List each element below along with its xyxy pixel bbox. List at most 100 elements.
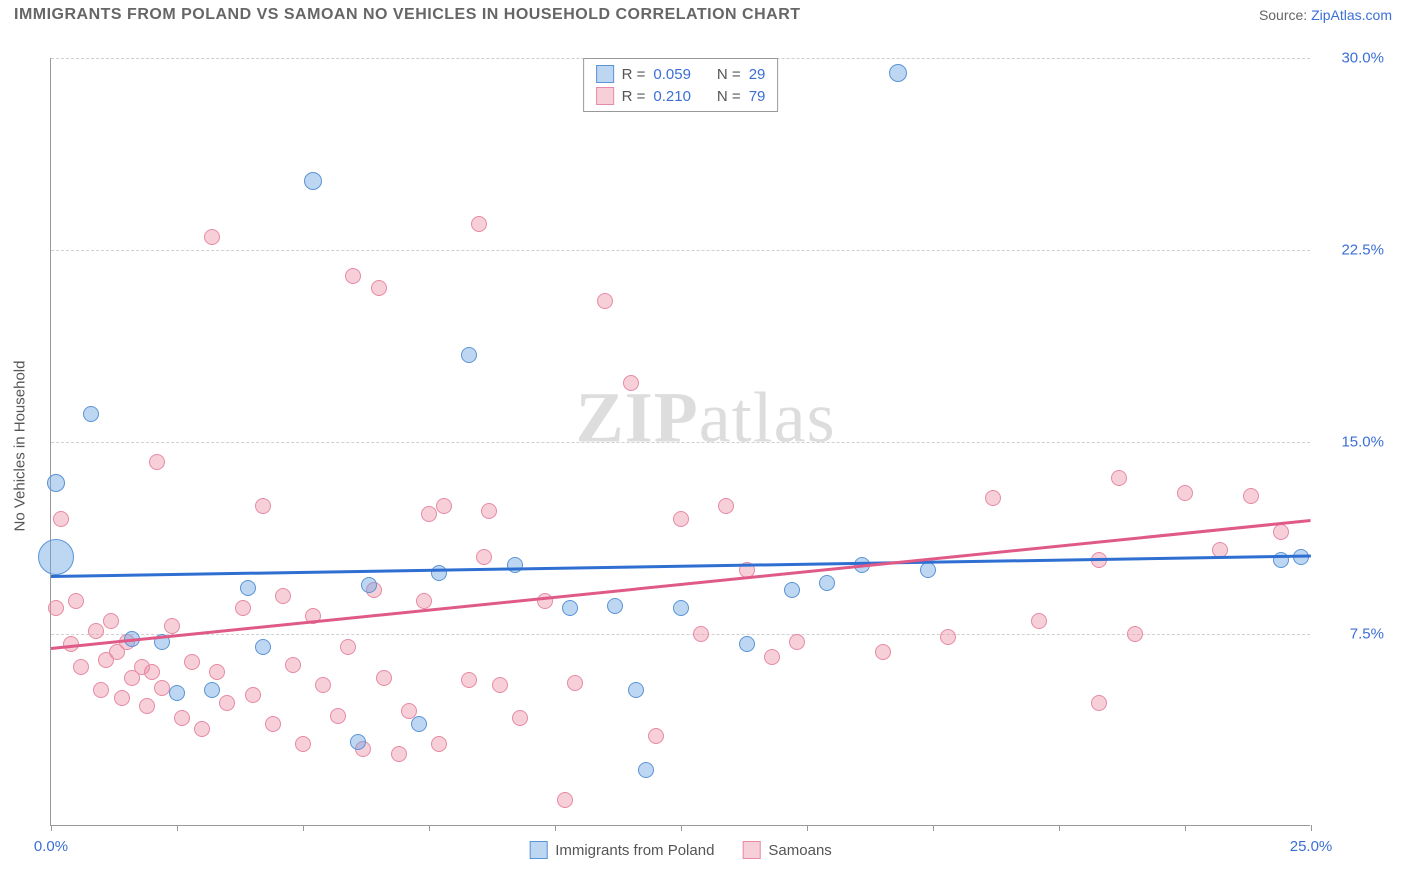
data-point (340, 639, 356, 655)
data-point (194, 721, 210, 737)
data-point (1177, 485, 1193, 501)
y-tick-label: 22.5% (1341, 242, 1384, 259)
data-point (507, 557, 523, 573)
data-point (920, 562, 936, 578)
data-point (597, 293, 613, 309)
swatch-poland-icon (596, 65, 614, 83)
n-label: N = (717, 66, 741, 83)
chart-title: IMMIGRANTS FROM POLAND VS SAMOAN NO VEHI… (14, 6, 801, 24)
data-point (718, 498, 734, 514)
data-point (245, 687, 261, 703)
x-tick (933, 825, 934, 831)
data-point (431, 736, 447, 752)
data-point (628, 682, 644, 698)
data-point (431, 565, 447, 581)
data-point (48, 600, 64, 616)
data-point (376, 670, 392, 686)
gridline (51, 250, 1310, 251)
y-tick-label: 7.5% (1350, 626, 1384, 643)
data-point (114, 690, 130, 706)
data-point (88, 623, 104, 639)
r-label: R = (622, 88, 646, 105)
x-tick (303, 825, 304, 831)
data-point (557, 792, 573, 808)
scatter-chart: ZIPatlas R = 0.059 N = 29 R = 0.210 N = … (50, 58, 1310, 826)
data-point (47, 474, 65, 492)
data-point (219, 695, 235, 711)
n-value-samoans: 79 (749, 88, 766, 105)
data-point (985, 490, 1001, 506)
data-point (693, 626, 709, 642)
r-value-samoans: 0.210 (653, 88, 691, 105)
data-point (73, 659, 89, 675)
data-point (315, 677, 331, 693)
x-tick (1185, 825, 1186, 831)
y-tick-label: 30.0% (1341, 50, 1384, 67)
data-point (784, 582, 800, 598)
gridline (51, 634, 1310, 635)
data-point (416, 593, 432, 609)
data-point (623, 375, 639, 391)
swatch-poland-icon (529, 841, 547, 859)
data-point (154, 680, 170, 696)
swatch-samoans-icon (596, 87, 614, 105)
data-point (265, 716, 281, 732)
data-point (240, 580, 256, 596)
r-label: R = (622, 66, 646, 83)
data-point (275, 588, 291, 604)
data-point (139, 698, 155, 714)
data-point (350, 734, 366, 750)
data-point (1127, 626, 1143, 642)
watermark: ZIPatlas (576, 377, 836, 460)
legend-label-samoans: Samoans (768, 842, 831, 859)
data-point (673, 511, 689, 527)
source-link[interactable]: ZipAtlas.com (1311, 7, 1392, 23)
data-point (235, 600, 251, 616)
legend-correlation: R = 0.059 N = 29 R = 0.210 N = 79 (583, 58, 779, 112)
x-tick (1311, 825, 1312, 831)
r-value-poland: 0.059 (653, 66, 691, 83)
data-point (255, 639, 271, 655)
data-point (295, 736, 311, 752)
data-point (345, 268, 361, 284)
data-point (481, 503, 497, 519)
y-tick-label: 15.0% (1341, 434, 1384, 451)
data-point (421, 506, 437, 522)
data-point (492, 677, 508, 693)
data-point (53, 511, 69, 527)
legend-item-poland: Immigrants from Poland (529, 841, 714, 859)
x-tick (429, 825, 430, 831)
data-point (562, 600, 578, 616)
trend-line (51, 555, 1311, 578)
data-point (638, 762, 654, 778)
data-point (330, 708, 346, 724)
y-axis-title: No Vehicles in Household (12, 361, 29, 532)
data-point (169, 685, 185, 701)
data-point (512, 710, 528, 726)
data-point (471, 216, 487, 232)
data-point (149, 454, 165, 470)
data-point (103, 613, 119, 629)
data-point (476, 549, 492, 565)
x-tick (177, 825, 178, 831)
x-tick (555, 825, 556, 831)
data-point (164, 618, 180, 634)
legend-row-samoans: R = 0.210 N = 79 (596, 85, 766, 107)
data-point (739, 636, 755, 652)
data-point (764, 649, 780, 665)
source-prefix: Source: (1259, 7, 1311, 23)
data-point (204, 229, 220, 245)
data-point (1243, 488, 1259, 504)
n-value-poland: 29 (749, 66, 766, 83)
data-point (889, 64, 907, 82)
data-point (648, 728, 664, 744)
data-point (1273, 524, 1289, 540)
x-tick (681, 825, 682, 831)
data-point (875, 644, 891, 660)
x-tick-label: 0.0% (34, 838, 68, 855)
data-point (391, 746, 407, 762)
data-point (461, 672, 477, 688)
data-point (174, 710, 190, 726)
data-point (204, 682, 220, 698)
data-point (361, 577, 377, 593)
